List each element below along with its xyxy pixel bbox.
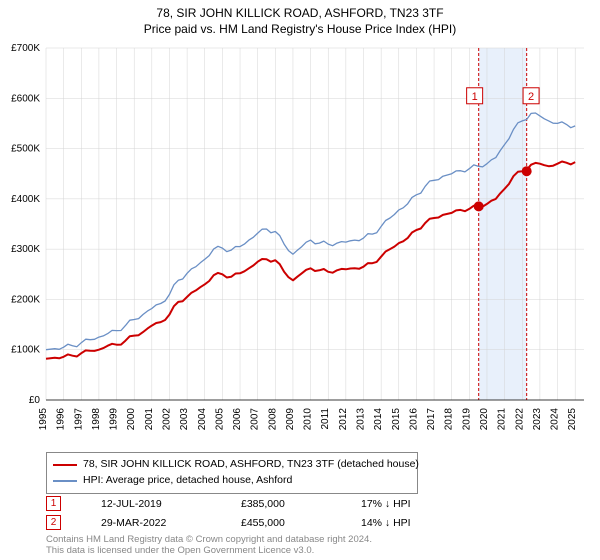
- svg-text:2003: 2003: [179, 408, 190, 431]
- svg-text:£100K: £100K: [11, 345, 40, 356]
- legend-swatch-property: [53, 464, 77, 466]
- svg-text:2004: 2004: [197, 408, 208, 431]
- svg-text:2008: 2008: [267, 408, 278, 431]
- chart-svg: £0£100K£200K£300K£400K£500K£600K£700K199…: [46, 48, 584, 428]
- footnote: Contains HM Land Registry data © Crown c…: [46, 534, 372, 557]
- svg-text:£300K: £300K: [11, 244, 40, 255]
- svg-text:2023: 2023: [532, 408, 543, 431]
- svg-text:£0: £0: [29, 395, 41, 406]
- legend: 78, SIR JOHN KILLICK ROAD, ASHFORD, TN23…: [46, 452, 418, 494]
- svg-text:£200K: £200K: [11, 294, 40, 305]
- svg-text:2013: 2013: [356, 408, 367, 431]
- svg-text:1997: 1997: [73, 408, 84, 431]
- svg-text:2020: 2020: [479, 408, 490, 431]
- svg-text:2018: 2018: [444, 408, 455, 431]
- sale-badge: 1: [46, 496, 61, 511]
- svg-text:2: 2: [528, 91, 534, 103]
- page-subtitle: Price paid vs. HM Land Registry's House …: [0, 20, 600, 40]
- svg-text:2016: 2016: [408, 408, 419, 431]
- svg-text:1: 1: [472, 91, 478, 103]
- svg-text:1996: 1996: [56, 408, 67, 431]
- legend-label-property: 78, SIR JOHN KILLICK ROAD, ASHFORD, TN23…: [83, 457, 419, 473]
- sale-date: 29-MAR-2022: [101, 517, 201, 529]
- svg-text:1999: 1999: [109, 408, 120, 431]
- svg-text:2001: 2001: [144, 408, 155, 431]
- svg-text:2017: 2017: [426, 408, 437, 431]
- svg-text:2015: 2015: [391, 408, 402, 431]
- svg-text:2002: 2002: [161, 408, 172, 431]
- svg-text:1995: 1995: [38, 408, 49, 431]
- sale-date: 12-JUL-2019: [101, 498, 201, 510]
- svg-text:£700K: £700K: [11, 43, 40, 54]
- footnote-line: This data is licensed under the Open Gov…: [46, 545, 372, 556]
- sale-row: 2 29-MAR-2022 £455,000 14% ↓ HPI: [46, 513, 584, 532]
- sale-row: 1 12-JUL-2019 £385,000 17% ↓ HPI: [46, 494, 584, 513]
- sale-price: £385,000: [241, 498, 321, 510]
- legend-row-property: 78, SIR JOHN KILLICK ROAD, ASHFORD, TN23…: [53, 457, 411, 473]
- page-container: 78, SIR JOHN KILLICK ROAD, ASHFORD, TN23…: [0, 0, 600, 560]
- svg-text:2014: 2014: [373, 408, 384, 431]
- sale-price: £455,000: [241, 517, 321, 529]
- svg-text:2009: 2009: [285, 408, 296, 431]
- sale-diff: 17% ↓ HPI: [361, 498, 411, 510]
- svg-text:£500K: £500K: [11, 144, 40, 155]
- svg-text:2019: 2019: [461, 408, 472, 431]
- legend-row-hpi: HPI: Average price, detached house, Ashf…: [53, 473, 411, 489]
- footnote-line: Contains HM Land Registry data © Crown c…: [46, 534, 372, 545]
- svg-text:£400K: £400K: [11, 194, 40, 205]
- svg-text:2010: 2010: [303, 408, 314, 431]
- sale-diff: 14% ↓ HPI: [361, 517, 411, 529]
- svg-text:2000: 2000: [126, 408, 137, 431]
- sale-markers-table: 1 12-JUL-2019 £385,000 17% ↓ HPI 2 29-MA…: [46, 494, 584, 532]
- svg-text:£600K: £600K: [11, 93, 40, 104]
- legend-swatch-hpi: [53, 480, 77, 482]
- svg-text:2011: 2011: [320, 408, 331, 430]
- sale-badge: 2: [46, 515, 61, 530]
- svg-text:2007: 2007: [250, 408, 261, 431]
- svg-text:2024: 2024: [550, 408, 561, 431]
- page-title: 78, SIR JOHN KILLICK ROAD, ASHFORD, TN23…: [0, 0, 600, 20]
- svg-text:2025: 2025: [567, 408, 578, 431]
- svg-text:2022: 2022: [514, 408, 525, 431]
- legend-label-hpi: HPI: Average price, detached house, Ashf…: [83, 473, 292, 489]
- svg-text:2006: 2006: [232, 408, 243, 431]
- svg-text:1998: 1998: [91, 408, 102, 431]
- svg-text:2021: 2021: [497, 408, 508, 431]
- svg-text:2012: 2012: [338, 408, 349, 431]
- price-chart: £0£100K£200K£300K£400K£500K£600K£700K199…: [46, 48, 584, 428]
- svg-text:2005: 2005: [214, 408, 225, 431]
